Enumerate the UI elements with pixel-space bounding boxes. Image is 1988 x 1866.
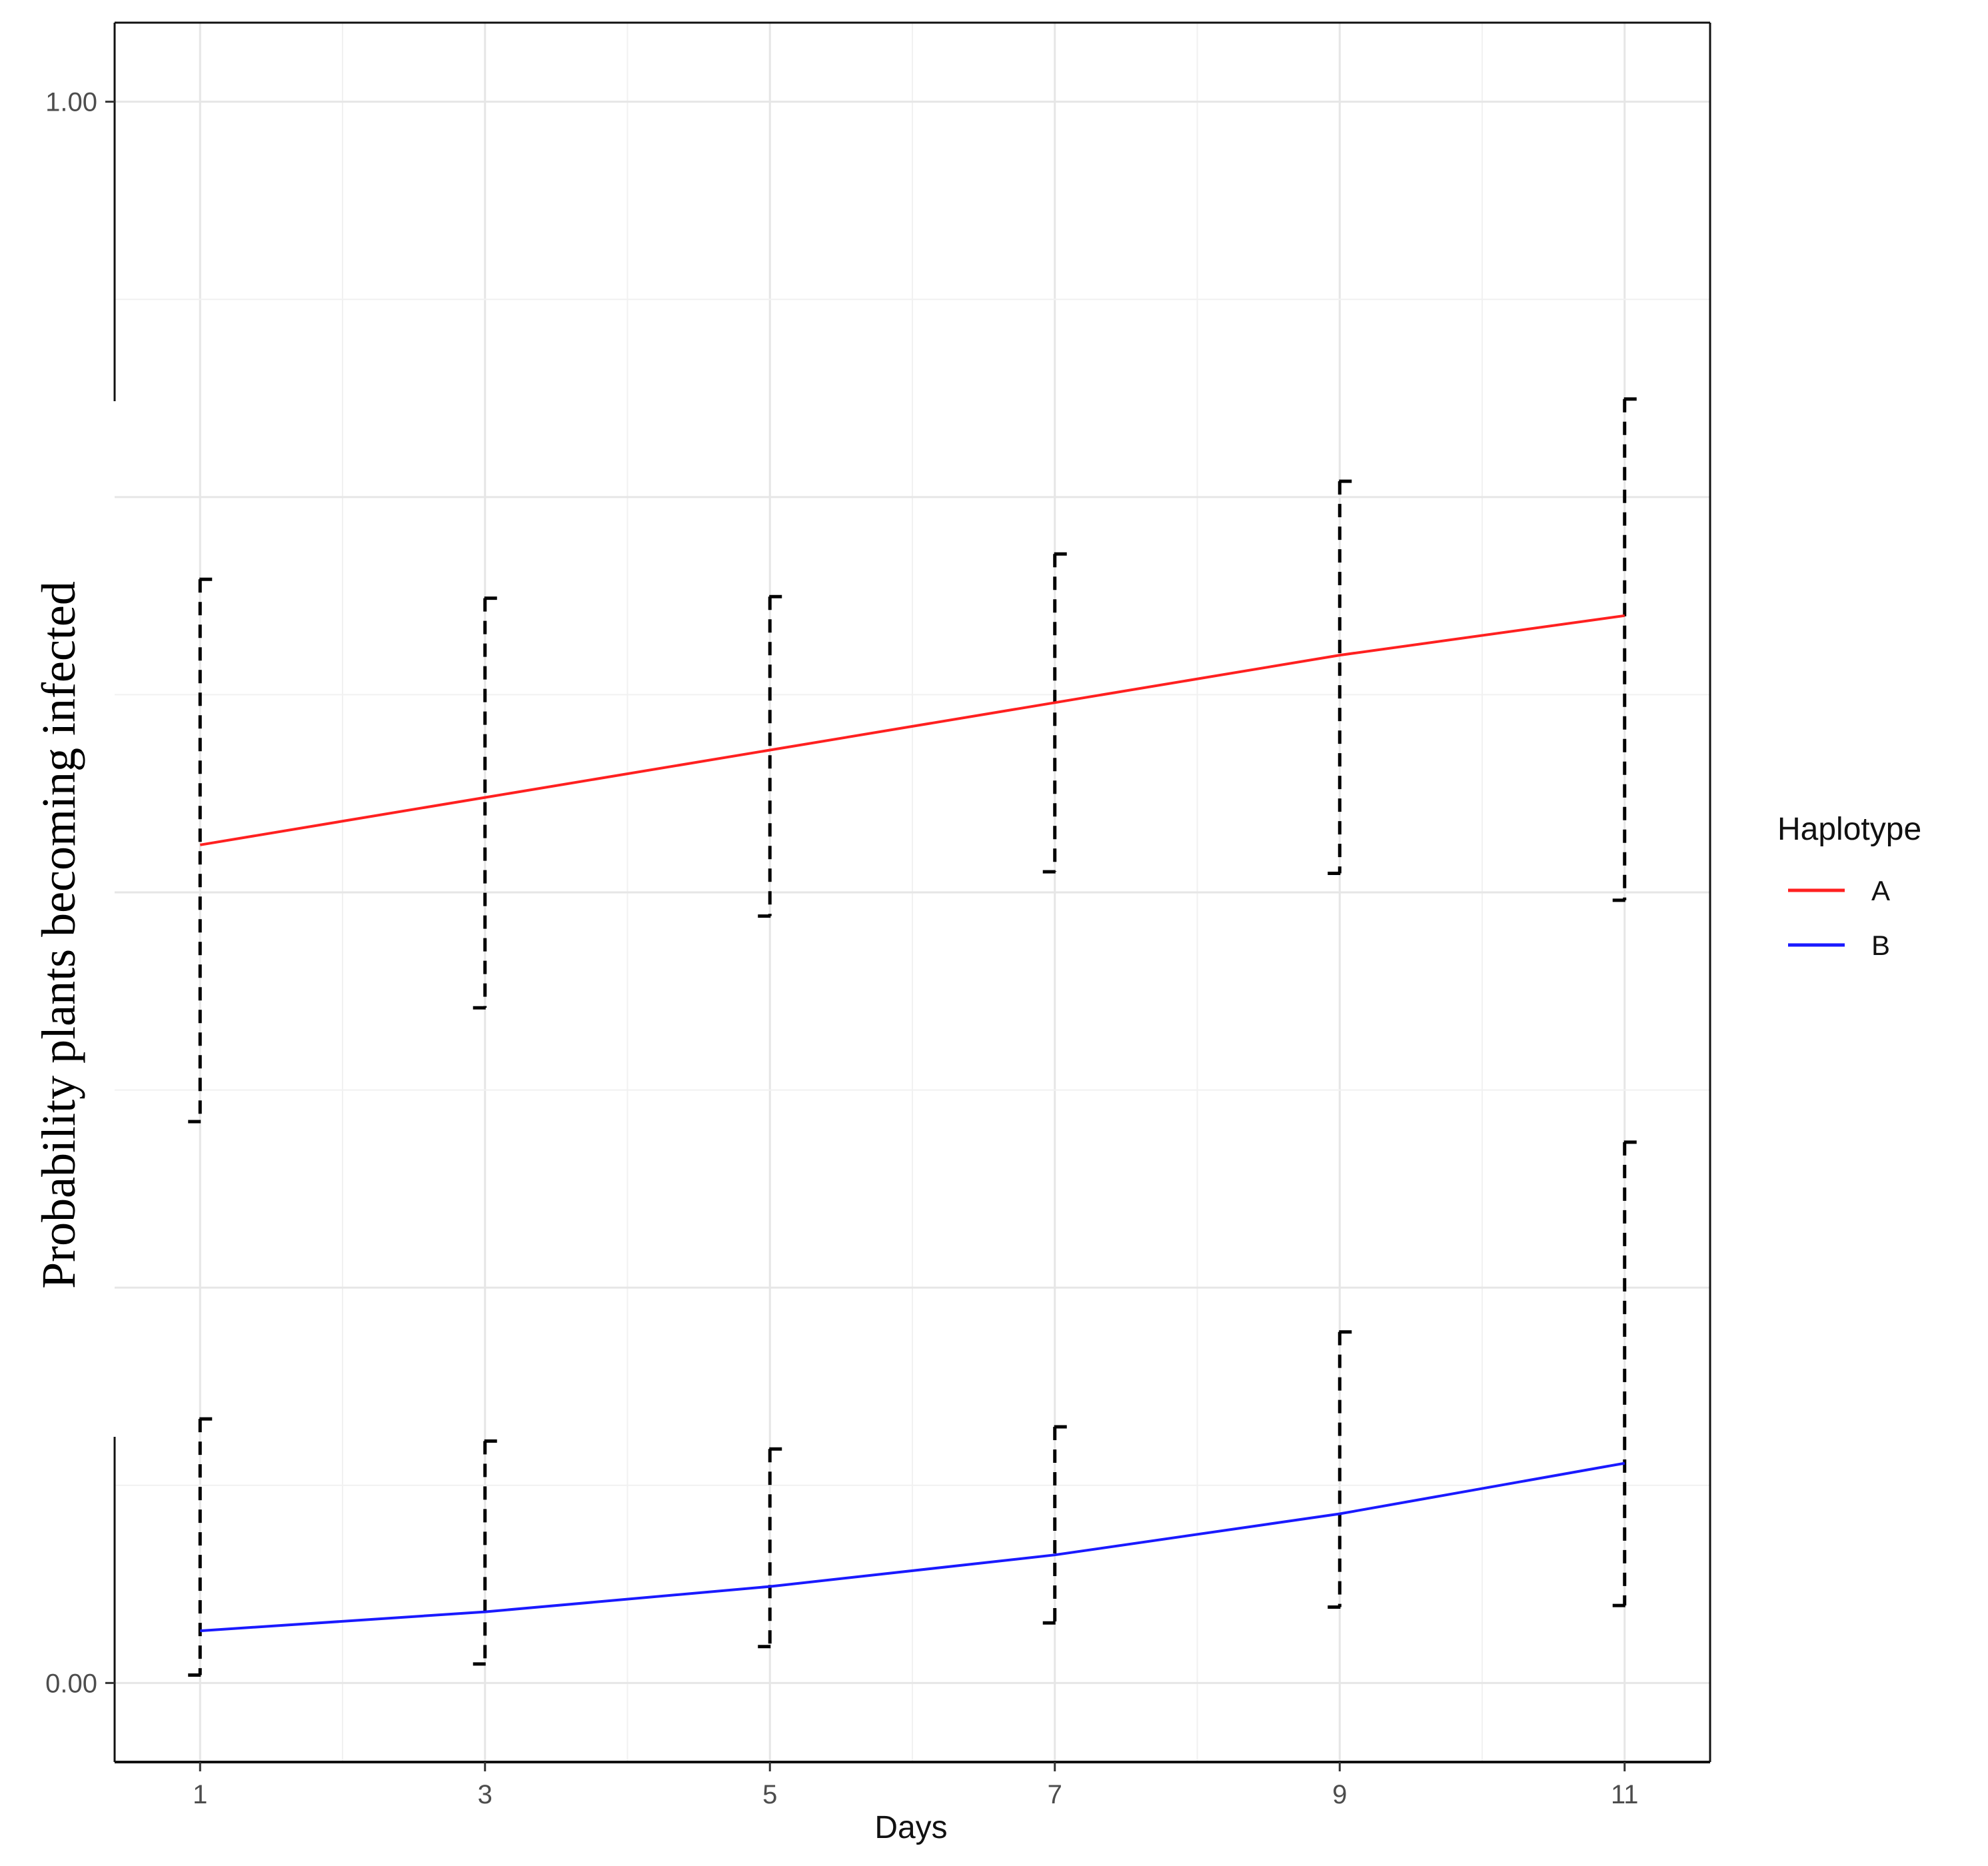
series-line-a xyxy=(199,614,1625,846)
x-tick-label: 7 xyxy=(1048,1780,1062,1809)
y-tick-label: 0.00 xyxy=(45,1669,97,1698)
y-tick-label: 1.00 xyxy=(45,88,97,117)
x-tick-label: 11 xyxy=(1611,1780,1639,1809)
x-tick-label: 3 xyxy=(478,1780,493,1809)
x-tick-label: 1 xyxy=(193,1780,207,1809)
y-axis-label: Probability plants becoming infected xyxy=(32,581,85,1289)
x-axis-label: Days xyxy=(874,1810,947,1845)
x-tick-label: 5 xyxy=(762,1780,777,1809)
legend-label-b: B xyxy=(1871,930,1890,961)
legend: Haplotype AB xyxy=(1777,812,1921,961)
x-tick-label: 9 xyxy=(1332,1780,1347,1809)
series-line-b xyxy=(200,1461,1625,1633)
legend-title: Haplotype xyxy=(1777,812,1921,847)
legend-label-a: A xyxy=(1871,875,1890,906)
